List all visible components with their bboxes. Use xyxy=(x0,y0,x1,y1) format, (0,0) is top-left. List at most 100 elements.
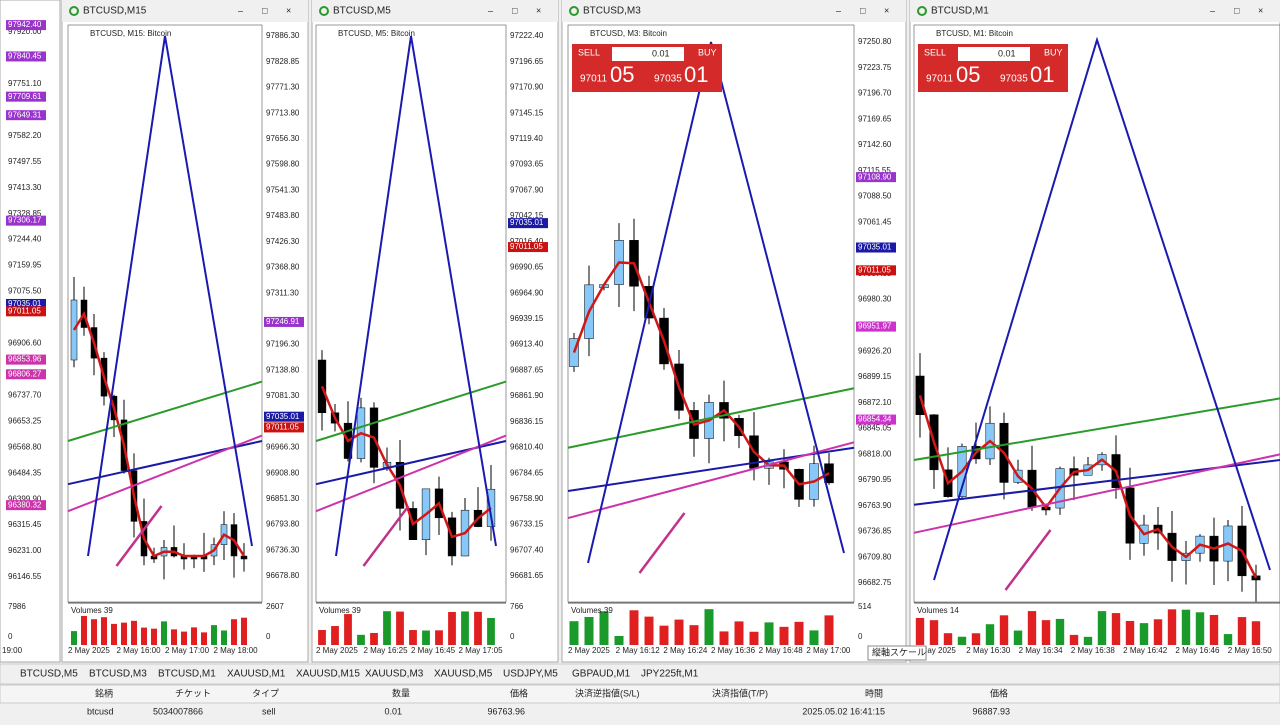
price-tick-label: 96851.30 xyxy=(266,494,300,503)
price-tag xyxy=(264,316,304,327)
time-label: 2 May 2025 xyxy=(68,646,110,655)
price-tag xyxy=(856,172,896,183)
volume-bar xyxy=(111,623,117,645)
volume-bar xyxy=(915,617,925,645)
volume-bar xyxy=(1223,634,1233,645)
window-button[interactable]: × xyxy=(536,5,541,15)
price-tick-label: 96707.40 xyxy=(510,545,544,554)
buy-button[interactable]: BUY xyxy=(698,47,717,57)
sell-price-big[interactable]: 97011 xyxy=(926,74,954,85)
tab[interactable]: GBPAUD,M1 xyxy=(572,669,631,680)
indicator-line xyxy=(67,434,263,513)
volume-bar xyxy=(331,626,339,645)
tab[interactable]: BTCUSD,M3 xyxy=(89,669,147,680)
volume-tick-label: 0 xyxy=(8,632,13,641)
price-tick-label: 97196.65 xyxy=(510,57,544,66)
window-button[interactable]: × xyxy=(286,5,291,15)
volume-bar xyxy=(569,621,579,645)
volume-bar xyxy=(1195,612,1205,645)
buy-price-small[interactable]: 01 xyxy=(1030,62,1054,87)
window xyxy=(909,0,1280,663)
price-tick-label: 97042.15 xyxy=(510,211,544,220)
indicator-line xyxy=(913,453,1280,534)
tab[interactable]: XAUUSD,M15 xyxy=(296,669,360,680)
table-cell[interactable]: 2025.05.02 16:41:15 xyxy=(802,706,885,716)
volume-tick-label: 7986 xyxy=(8,602,26,611)
price-tick-label: 96906.60 xyxy=(8,339,42,348)
sell-price-big[interactable]: 97011 xyxy=(580,74,608,85)
table-header-cell: 決済逆指値(S/L) xyxy=(575,687,640,698)
tab[interactable]: BTCUSD,M1 xyxy=(158,669,216,680)
chart-label: BTCUSD, M15: Bitcoin xyxy=(90,29,171,38)
tab[interactable]: XAUUSD,M1 xyxy=(227,669,286,680)
volume-bar xyxy=(734,621,744,645)
plot-area xyxy=(567,24,855,603)
price-tag xyxy=(6,51,46,62)
price-tick-label: 96990.65 xyxy=(510,263,544,272)
buy-button[interactable]: BUY xyxy=(1044,47,1063,57)
volume-bar xyxy=(171,629,177,645)
tab[interactable]: JPY225ft,M1 xyxy=(641,669,699,680)
sell-price-small[interactable]: 05 xyxy=(956,62,980,87)
table-cell[interactable]: 5034007866 xyxy=(153,706,203,716)
buy-price-small[interactable]: 01 xyxy=(684,62,708,87)
tab[interactable]: USDJPY,M5 xyxy=(503,669,558,680)
volume-bar xyxy=(211,625,217,645)
tab[interactable]: BTCUSD,M5 xyxy=(20,669,78,680)
volume-bar xyxy=(584,617,594,645)
time-label: 2 May 16:00 xyxy=(117,646,162,655)
price-tick-label: 97656.30 xyxy=(266,134,300,143)
price-tick-label: 96399.90 xyxy=(8,494,42,503)
window-button[interactable]: – xyxy=(238,5,243,15)
volume-bar xyxy=(1237,617,1247,645)
volume-bar xyxy=(749,631,759,645)
volume-bar xyxy=(221,630,227,645)
window-button[interactable]: □ xyxy=(262,5,268,15)
volume-bar xyxy=(764,622,774,645)
price-tag-label: 97035.01 xyxy=(266,412,300,421)
tab[interactable]: XAUUSD,M5 xyxy=(434,669,493,680)
window-button[interactable]: – xyxy=(1210,5,1215,15)
table-cell[interactable]: 96887.93 xyxy=(972,706,1010,716)
time-label: 2 May 16:38 xyxy=(1071,646,1116,655)
volume-bar xyxy=(943,633,953,645)
window-button[interactable]: – xyxy=(836,5,841,15)
time-label: 2 May 16:36 xyxy=(711,646,756,655)
price-tick-label: 97311.30 xyxy=(266,288,299,297)
window-button[interactable]: □ xyxy=(1234,5,1240,15)
table-cell[interactable]: 0.01 xyxy=(384,706,402,716)
buy-price-big[interactable]: 97035 xyxy=(654,74,682,85)
window-button[interactable]: □ xyxy=(512,5,518,15)
price-tick-label: 96818.00 xyxy=(858,449,892,458)
price-tick-label: 96681.65 xyxy=(510,571,544,580)
window-button[interactable]: × xyxy=(884,5,889,15)
time-label: 2 May 16:48 xyxy=(759,646,804,655)
volume-label: Volumes 39 xyxy=(571,606,613,615)
window-button[interactable]: × xyxy=(1258,5,1263,15)
price-tick-label: 96913.40 xyxy=(510,340,544,349)
volume-bar xyxy=(241,617,247,645)
sell-button[interactable]: SELL xyxy=(924,47,946,57)
time-label: 2 May 16:46 xyxy=(1175,646,1220,655)
table-cell[interactable]: 96763.96 xyxy=(487,706,525,716)
sell-button[interactable]: SELL xyxy=(578,47,600,57)
window-button[interactable]: □ xyxy=(860,5,866,15)
table-cell[interactable]: btcusd xyxy=(87,706,114,716)
price-tick-label: 97483.80 xyxy=(266,211,300,220)
price-tick-label: 97138.80 xyxy=(266,365,300,374)
price-tick-label: 97328.85 xyxy=(8,209,42,218)
volume-bar xyxy=(644,616,654,645)
volume-bar xyxy=(794,621,804,645)
table-cell[interactable]: sell xyxy=(262,706,276,716)
sell-price-small[interactable]: 05 xyxy=(610,62,634,87)
volume-bar xyxy=(191,627,197,645)
buy-price-big[interactable]: 97035 xyxy=(1000,74,1028,85)
volume-tick-label: 766 xyxy=(510,602,524,611)
arrow xyxy=(1004,529,1052,591)
window-button[interactable]: – xyxy=(488,5,493,15)
price-tag-label: 97011.05 xyxy=(266,423,299,432)
price-tick-label: 96736.30 xyxy=(266,545,300,554)
lot-box[interactable] xyxy=(612,47,684,61)
tab[interactable]: XAUUSD,M3 xyxy=(365,669,424,680)
lot-box[interactable] xyxy=(958,47,1030,61)
